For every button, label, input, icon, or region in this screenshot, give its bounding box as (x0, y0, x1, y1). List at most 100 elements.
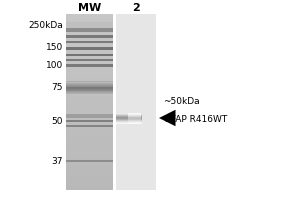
Bar (66, 121, 112, 123)
Bar (66, 82, 112, 88)
Bar (66, 23, 112, 25)
Bar (66, 162, 112, 164)
Bar (128, 121, 141, 122)
Bar (66, 123, 112, 125)
Bar (66, 165, 112, 167)
Bar (112, 14, 116, 190)
Bar (66, 109, 112, 111)
Bar (66, 63, 112, 65)
Bar (66, 60, 112, 62)
Bar (66, 146, 112, 148)
Bar (66, 139, 112, 141)
Bar (66, 82, 112, 83)
Bar (66, 137, 112, 139)
Bar (66, 14, 112, 16)
Bar (66, 125, 112, 127)
Bar (66, 183, 112, 185)
Bar (66, 91, 112, 93)
Bar (66, 128, 112, 130)
Text: 150: 150 (46, 43, 63, 51)
Bar (66, 26, 112, 28)
Bar (66, 174, 112, 176)
Text: ~50kDa: ~50kDa (164, 98, 200, 106)
Bar (66, 49, 112, 51)
Bar (66, 59, 112, 61)
Bar (66, 41, 112, 43)
Bar (66, 91, 112, 92)
Bar (116, 120, 142, 121)
Bar (66, 33, 112, 35)
Bar (66, 179, 112, 181)
Bar (66, 151, 112, 153)
Bar (66, 35, 112, 37)
Bar (66, 64, 112, 67)
Bar (66, 86, 112, 88)
Bar (66, 160, 112, 162)
Bar (66, 81, 112, 83)
Bar (66, 85, 112, 86)
Bar (66, 84, 112, 85)
Bar (66, 118, 112, 120)
Bar (66, 84, 112, 86)
Bar (116, 121, 142, 122)
Bar (128, 120, 141, 121)
Bar (66, 144, 112, 146)
Bar (66, 77, 112, 79)
Bar (66, 88, 112, 89)
Bar (66, 89, 112, 90)
Bar (66, 92, 112, 93)
Bar (66, 98, 112, 100)
Bar (66, 37, 112, 39)
Bar (116, 116, 142, 117)
Bar (66, 62, 112, 63)
Bar (128, 119, 141, 120)
Bar (66, 83, 112, 84)
Bar (66, 83, 112, 84)
Text: 75: 75 (52, 83, 63, 92)
Bar (66, 171, 112, 172)
Bar (66, 74, 112, 76)
Bar (66, 106, 112, 107)
Bar (128, 122, 141, 123)
Bar (66, 42, 112, 44)
Bar (66, 16, 112, 18)
Bar (66, 153, 112, 155)
Bar (66, 25, 112, 26)
Bar (66, 86, 112, 87)
Bar (66, 88, 112, 90)
Bar (66, 176, 112, 178)
Bar (66, 114, 112, 116)
Bar (116, 14, 156, 190)
Bar (128, 117, 141, 118)
Bar (66, 120, 112, 122)
Bar (116, 122, 142, 123)
Bar (66, 188, 112, 190)
Bar (128, 113, 141, 114)
Text: 50: 50 (52, 117, 63, 127)
Bar (66, 21, 112, 23)
Bar (66, 125, 112, 127)
Bar (66, 135, 112, 137)
Bar (66, 141, 112, 142)
Bar (66, 30, 112, 32)
Bar (66, 56, 112, 58)
Bar (116, 115, 142, 116)
Bar (66, 100, 112, 102)
Bar (66, 148, 112, 150)
Bar (128, 118, 141, 119)
Bar (66, 127, 112, 128)
Polygon shape (159, 110, 175, 126)
Bar (66, 160, 112, 162)
Bar (116, 112, 142, 113)
Bar (66, 51, 112, 53)
Bar (128, 116, 141, 117)
Bar (66, 47, 112, 49)
Bar (66, 39, 112, 40)
Bar (66, 185, 112, 186)
Text: 37: 37 (52, 156, 63, 166)
Bar (66, 186, 112, 188)
Bar (66, 19, 112, 21)
Bar (66, 69, 112, 70)
Bar (66, 116, 112, 118)
Bar (116, 113, 142, 114)
